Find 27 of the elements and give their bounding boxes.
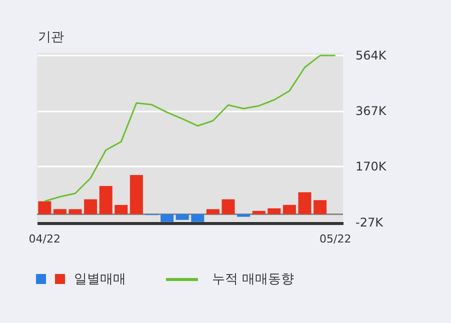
line-series bbox=[44, 54, 336, 202]
bar bbox=[130, 174, 143, 214]
bar bbox=[160, 214, 174, 222]
chart-title: 기관 bbox=[38, 29, 64, 46]
bar bbox=[237, 214, 250, 217]
y-tick-label: 170K bbox=[356, 160, 388, 174]
bar bbox=[314, 200, 327, 214]
bar bbox=[84, 199, 98, 214]
bar bbox=[298, 192, 312, 214]
x-tick-label: 05/22 bbox=[320, 232, 352, 246]
bar bbox=[38, 201, 52, 214]
bar bbox=[206, 209, 220, 214]
y-tick-label: 564K bbox=[356, 48, 388, 62]
bar bbox=[222, 199, 235, 214]
bar bbox=[268, 208, 281, 214]
legend-label: 누적 매매동향 bbox=[212, 271, 294, 288]
bar bbox=[176, 214, 189, 220]
bar bbox=[68, 209, 82, 214]
x-tick-label: 04/22 bbox=[28, 232, 60, 246]
bar bbox=[282, 204, 296, 214]
y-tick-label: -27K bbox=[356, 215, 384, 230]
y-tick-label: 367K bbox=[356, 104, 388, 118]
legend-label: 일별매매 bbox=[74, 271, 126, 288]
bar bbox=[114, 204, 128, 214]
bar bbox=[99, 186, 112, 214]
bar bbox=[53, 209, 66, 214]
bar bbox=[191, 214, 204, 222]
